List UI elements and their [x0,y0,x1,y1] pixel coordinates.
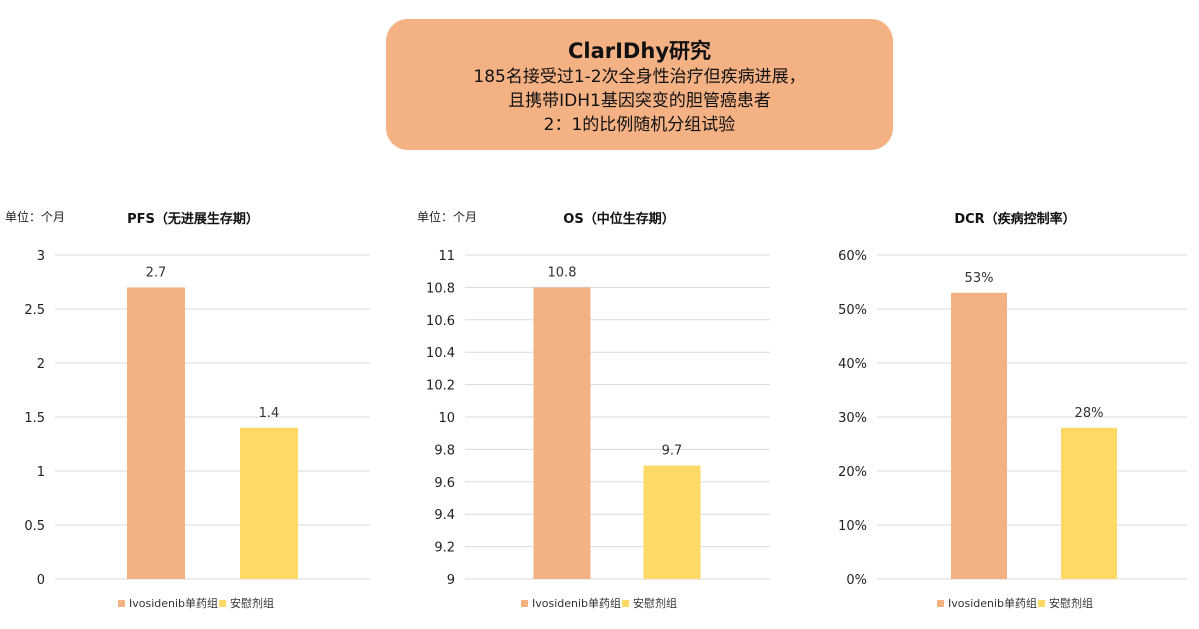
os-unit-label: 单位：个月 [417,209,477,224]
os-y-tick-label: 9.2 [434,541,455,556]
pfs-legend-label-ivosidenib: Ivosidenib单药组 [129,596,218,610]
study-description-line-3: 2：1的比例随机分组试验 [543,115,736,135]
pfs-legend-swatch-ivosidenib [118,600,125,607]
pfs-data-label: 1.4 [259,406,280,421]
pfs-y-tick-label: 1 [37,465,45,480]
dcr-legend-label-ivosidenib: Ivosidenib单药组 [948,596,1037,610]
dcr-chart: 0% 10% 20% 30% 40% 50% 60% DCR（疾病控制率） 53% 28% Ivos… [838,211,1187,610]
os-bar-placebo [643,465,701,579]
pfs-bar-placebo [240,427,298,579]
dcr-bar-ivosidenib [951,292,1007,579]
os-legend-label-placebo: 安慰剂组 [633,596,677,610]
pfs-y-tick-label: 0.5 [24,519,45,534]
dcr-legend-swatch-placebo [1038,600,1045,607]
os-y-tick-label: 10.2 [426,379,455,394]
os-chart-title: OS（中位生存期） [563,211,674,227]
study-description-line-2: 且携带IDH1基因突变的胆管癌患者 [508,91,771,111]
dcr-y-tick-label: 60% [838,249,867,264]
pfs-unit-label: 单位：个月 [5,209,65,224]
os-y-tick-label: 9.4 [434,508,455,523]
os-y-tick-label: 9.8 [434,443,455,458]
dcr-y-tick-label: 30% [838,411,867,426]
dcr-y-tick-label: 20% [838,465,867,480]
os-y-tick-label: 10.4 [426,346,455,361]
dcr-y-tick-label: 40% [838,357,867,372]
os-y-tick-label: 9.6 [434,476,455,491]
study-header-box: ClarIDhy研究 185名接受过1-2次全身性治疗但疾病进展， 且携带IDH… [386,19,893,150]
dcr-bar-placebo [1061,427,1117,579]
dcr-data-label: 28% [1075,406,1104,421]
pfs-y-tick-label: 0 [37,573,45,588]
study-title: ClarIDhy研究 [567,39,712,63]
pfs-legend-swatch-placebo [219,600,226,607]
dcr-y-tick-label: 10% [838,519,867,534]
dcr-y-tick-label: 0% [846,573,867,588]
os-data-label: 9.7 [662,444,683,459]
os-y-tick-label: 10 [438,411,455,426]
os-bar-ivosidenib [533,287,591,579]
os-legend-swatch-ivosidenib [521,600,528,607]
os-y-tick-label: 10.6 [426,314,455,329]
dcr-legend-label-placebo: 安慰剂组 [1049,596,1093,610]
pfs-data-label: 2.7 [146,265,167,280]
os-y-tick-label: 11 [438,249,455,264]
dcr-chart-title: DCR（疾病控制率） [954,211,1075,227]
pfs-chart: 0 0.5 1 1.5 2 2.5 3 PFS（无进展生存期） 单位：个月 2.7 1.4 Ivosi… [5,209,370,610]
dcr-legend-swatch-ivosidenib [937,600,944,607]
pfs-y-tick-label: 3 [37,249,45,264]
dcr-data-label: 53% [965,271,994,286]
pfs-y-tick-label: 2 [37,357,45,372]
os-chart: 9 9.2 9.4 9.6 9.8 10 10.2 10.4 10.6 10.8 11 OS（中位生存… [417,209,770,610]
os-data-label: 10.8 [548,265,577,280]
dcr-y-tick-label: 50% [838,303,867,318]
pfs-y-tick-label: 1.5 [24,411,45,426]
os-legend-swatch-placebo [622,600,629,607]
os-y-tick-label: 9 [447,573,455,588]
os-legend-label-ivosidenib: Ivosidenib单药组 [532,596,621,610]
pfs-y-tick-label: 2.5 [24,303,45,318]
pfs-chart-title: PFS（无进展生存期） [127,211,259,227]
pfs-bar-ivosidenib [127,287,185,579]
study-description-line-1: 185名接受过1-2次全身性治疗但疾病进展， [473,67,806,87]
pfs-legend-label-placebo: 安慰剂组 [230,596,274,610]
os-y-tick-label: 10.8 [426,281,455,296]
